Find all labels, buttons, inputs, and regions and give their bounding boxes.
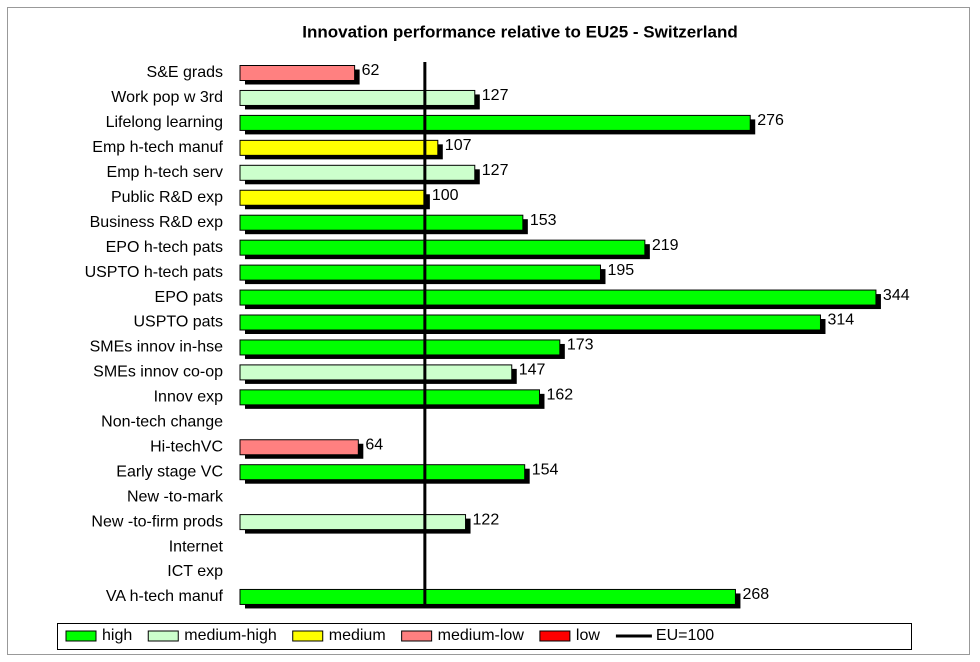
bar (239, 189, 426, 206)
y-tick-label: Non-tech change (101, 414, 223, 431)
data-label: 195 (607, 262, 634, 279)
legend-label: low (576, 627, 600, 644)
bar (239, 289, 877, 306)
legend-swatch (147, 630, 179, 642)
y-tick-label: S&E grads (147, 64, 223, 81)
bar (239, 239, 646, 256)
data-label: 153 (530, 212, 557, 229)
legend-swatch (65, 630, 97, 642)
chart-title: Innovation performance relative to EU25 … (302, 22, 738, 41)
y-tick-label: Emp h-tech manuf (92, 139, 223, 156)
legend-label: medium-high (184, 627, 276, 644)
bar (239, 314, 821, 331)
y-tick-label: USPTO pats (133, 314, 223, 331)
legend-swatch (539, 630, 571, 642)
y-tick-label: Lifelong learning (106, 114, 223, 131)
bar (239, 114, 751, 131)
y-tick-label: SMEs innov co-op (93, 364, 223, 381)
y-tick-label: USPTO h-tech pats (85, 264, 223, 281)
data-label: 173 (567, 337, 594, 354)
data-label: 127 (482, 87, 509, 104)
y-tick-label: Business R&D exp (90, 214, 223, 231)
y-tick-label: ICT exp (167, 563, 223, 580)
data-label: 154 (532, 461, 559, 478)
y-tick-label: Emp h-tech serv (107, 164, 223, 181)
data-label: 314 (827, 312, 854, 329)
data-label: 122 (473, 511, 500, 528)
data-label: 107 (445, 137, 472, 154)
y-tick-label: Public R&D exp (111, 189, 223, 206)
bar (239, 364, 513, 381)
data-label: 100 (432, 187, 459, 204)
bar (239, 65, 356, 81)
bar (239, 588, 736, 605)
data-label: 268 (742, 586, 769, 603)
y-tick-label: EPO h-tech pats (106, 239, 223, 256)
legend-label: high (102, 627, 132, 644)
legend-swatch (401, 630, 433, 642)
y-tick-label: Innov exp (154, 389, 223, 406)
bar (239, 339, 561, 356)
y-tick-label: Early stage VC (116, 463, 223, 480)
data-label: 127 (482, 162, 509, 179)
legend-label: medium-low (438, 627, 525, 644)
y-tick-label: SMEs innov in-hse (90, 339, 223, 356)
bar (239, 164, 476, 181)
y-tick-label: Work pop w 3rd (111, 89, 223, 106)
y-tick-label: New -to-firm prods (91, 513, 223, 530)
bar (239, 264, 601, 281)
y-tick-label: EPO pats (155, 289, 223, 306)
legend-label: medium (329, 627, 386, 644)
bar (239, 214, 524, 231)
y-tick-label: Internet (169, 538, 224, 555)
data-label: 162 (546, 387, 573, 404)
bar (239, 389, 540, 406)
bar (239, 139, 439, 156)
bar (239, 439, 359, 456)
legend-label: EU=100 (656, 627, 714, 644)
legend-swatch (292, 630, 324, 642)
y-tick-label: New -to-mark (127, 488, 224, 505)
data-label: 276 (757, 112, 784, 129)
data-label: 147 (519, 362, 546, 379)
data-label: 219 (652, 237, 679, 254)
y-tick-label: Hi-techVC (150, 438, 223, 455)
data-label: 64 (365, 436, 383, 453)
legend-box (57, 623, 912, 650)
bar (239, 514, 467, 531)
bar (239, 89, 476, 106)
y-tick-label: VA h-tech manuf (106, 588, 224, 605)
data-label: 62 (362, 62, 380, 79)
data-label: 344 (883, 287, 910, 304)
bar (239, 464, 526, 481)
